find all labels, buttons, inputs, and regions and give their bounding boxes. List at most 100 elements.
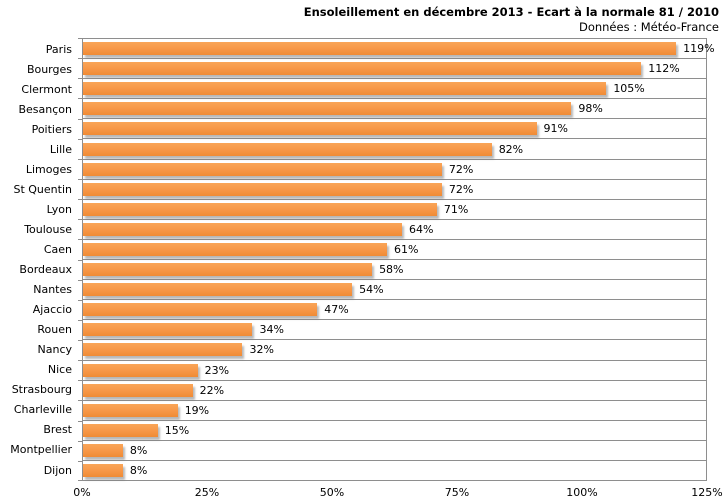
chart-row-dijon: 8% <box>83 461 706 480</box>
category-label-paris: Paris <box>45 42 72 56</box>
category-label-toulouse: Toulouse <box>24 222 72 236</box>
chart-row-st-quentin: 72% <box>83 180 706 200</box>
category-tick <box>78 299 82 301</box>
category-tick <box>78 400 82 402</box>
bar-dijon <box>83 464 123 478</box>
value-label-poitiers: 91% <box>543 122 568 136</box>
x-axis-tick-label-50: 50% <box>319 486 345 499</box>
chart-row-nancy: 32% <box>83 340 706 361</box>
category-label-poitiers: Poitiers <box>31 122 72 136</box>
value-label-lyon: 71% <box>443 202 469 216</box>
category-tick <box>78 199 82 201</box>
x-axis-tick-label-100: 100% <box>566 486 598 499</box>
category-tick <box>78 118 82 120</box>
category-label-st-quentin: St Quentin <box>13 182 72 196</box>
chart-row-charleville: 19% <box>83 401 706 421</box>
value-label-nantes: 54% <box>359 283 384 297</box>
category-label-limoges: Limoges <box>25 162 72 176</box>
category-tick <box>78 340 82 342</box>
value-label-dijon: 8% <box>129 464 148 478</box>
chart-row-besan-on: 98% <box>83 99 706 120</box>
value-label-caen: 61% <box>394 242 419 256</box>
category-label-brest: Brest <box>43 423 72 437</box>
bar-bordeaux <box>83 263 373 277</box>
bar-paris <box>83 42 677 56</box>
chart-row-paris: 119% <box>83 39 715 60</box>
value-label-bordeaux: 58% <box>379 263 404 277</box>
category-label-charleville: Charleville <box>13 403 72 417</box>
category-label-rouen: Rouen <box>37 323 72 337</box>
category-tick <box>78 440 82 442</box>
category-label-nancy: Nancy <box>37 343 73 357</box>
chart-subtitle: Données : Météo-France <box>578 20 719 34</box>
bar-limoges <box>83 162 442 176</box>
value-label-limoges: 72% <box>448 162 474 176</box>
chart-row-toulouse: 64% <box>83 220 706 240</box>
bar-clermont <box>83 82 607 96</box>
bar-toulouse <box>83 222 402 236</box>
category-label-lille: Lille <box>49 142 72 156</box>
chart-row-caen: 61% <box>83 240 706 261</box>
value-axis-labels: 0% 25% 50% 75% 100% 125% <box>73 486 722 500</box>
value-label-charleville: 19% <box>184 403 210 417</box>
chart-row-poitiers: 91% <box>83 119 706 140</box>
x-axis-tick-label-25: 25% <box>194 486 220 499</box>
x-axis-tick-label-125: 125% <box>691 486 723 499</box>
chart-title: Ensoleillement en décembre 2013 - Ecart … <box>303 5 719 19</box>
bar-besan-on <box>83 102 572 116</box>
category-label-bordeaux: Bordeaux <box>19 263 72 277</box>
category-label-strasbourg: Strasbourg <box>11 383 72 397</box>
bar-charleville <box>83 403 178 417</box>
category-label-nice: Nice <box>47 363 72 377</box>
category-axis-labels: Paris Bourges Clermont Besançon Poitiers Lill… <box>0 39 77 480</box>
chart-row-bourges: 112% <box>83 59 706 80</box>
category-tick <box>78 219 82 221</box>
chart-row-limoges: 72% <box>83 160 706 180</box>
chart-row-lyon: 71% <box>83 200 706 220</box>
bar-lille <box>83 142 492 156</box>
chart-row-nantes: 54% <box>83 280 706 301</box>
category-tick <box>78 78 82 80</box>
value-label-lille: 82% <box>498 142 524 156</box>
value-label-rouen: 34% <box>259 323 284 337</box>
bar-strasbourg <box>83 383 193 397</box>
category-label-bourges: Bourges <box>26 62 72 76</box>
chart-row-nice: 23% <box>83 361 706 381</box>
category-label-lyon: Lyon <box>46 202 72 216</box>
chart-row-brest: 15% <box>83 421 706 441</box>
x-axis-tick-label-75: 75% <box>444 486 470 499</box>
category-tick <box>78 460 82 462</box>
value-label-besan-on: 98% <box>578 102 603 116</box>
category-label-besan-on: Besançon <box>18 102 72 116</box>
value-label-nancy: 32% <box>249 343 274 357</box>
chart-row-ajaccio: 47% <box>83 300 706 321</box>
value-label-ajaccio: 47% <box>324 303 349 317</box>
value-label-montpellier: 8% <box>129 443 148 457</box>
category-tick <box>78 239 82 241</box>
bar-nice <box>83 363 198 377</box>
value-label-strasbourg: 22% <box>199 383 225 397</box>
category-tick <box>78 58 82 60</box>
category-axis-ticks <box>78 38 82 481</box>
bar-poitiers <box>83 122 537 136</box>
category-label-clermont: Clermont <box>21 82 72 96</box>
chart-row-montpellier: 8% <box>83 441 706 461</box>
category-tick <box>78 380 82 382</box>
bar-caen <box>83 242 388 256</box>
chart-row-lille: 82% <box>83 139 706 160</box>
value-label-brest: 15% <box>164 423 190 437</box>
category-tick <box>78 420 82 422</box>
chart-row-clermont: 105% <box>83 79 706 100</box>
x-axis-tick-label-0: 0% <box>73 486 91 499</box>
bar-ajaccio <box>83 303 318 317</box>
chart-row-bordeaux: 58% <box>83 260 706 281</box>
value-label-st-quentin: 72% <box>448 182 474 196</box>
bar-lyon <box>83 202 437 216</box>
chart-row-strasbourg: 22% <box>83 381 706 401</box>
value-label-clermont: 105% <box>613 82 645 96</box>
bar-bourges <box>83 62 642 76</box>
title-block: Ensoleillement en décembre 2013 - Ecart … <box>304 5 719 35</box>
bar-rouen <box>83 323 253 337</box>
category-label-caen: Caen <box>43 242 72 256</box>
